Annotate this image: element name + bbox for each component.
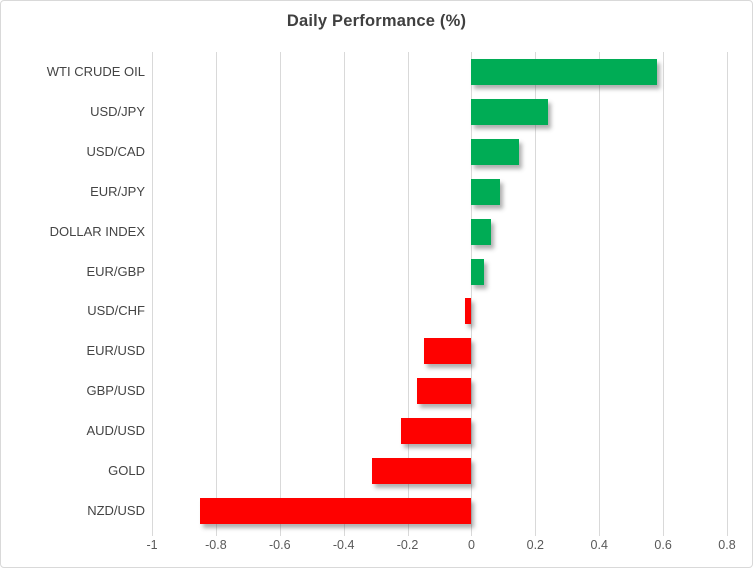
- category-label-usd-chf: USD/CHF: [87, 303, 145, 319]
- gridline: [152, 52, 153, 531]
- x-tick-label: 0.6: [654, 538, 672, 552]
- bar-eur-jpy: [471, 178, 501, 205]
- axis-tick: [599, 531, 601, 536]
- bar-nzd-usd: [199, 498, 472, 525]
- bar-dollar-index: [471, 218, 491, 245]
- axis-tick: [152, 531, 153, 536]
- bar-gold: [372, 458, 472, 485]
- category-label-eur-gbp: EUR/GBP: [86, 263, 145, 279]
- axis-tick: [343, 531, 345, 536]
- axis-tick: [407, 531, 409, 536]
- category-label-nzd-usd: NZD/USD: [87, 503, 145, 519]
- x-tick-label: 0.8: [718, 538, 736, 552]
- gridline: [279, 52, 281, 531]
- bar-usd-cad: [471, 138, 520, 165]
- bar-aud-usd: [401, 418, 472, 445]
- bar-gbp-usd: [417, 378, 472, 405]
- category-label-usd-jpy: USD/JPY: [90, 103, 145, 119]
- chart-title: Daily Performance (%): [286, 12, 467, 30]
- axis-tick: [535, 531, 537, 536]
- x-tick-label: -1: [146, 538, 158, 552]
- axis-tick: [471, 531, 473, 536]
- category-label-wti-crude-oil: WTI CRUDE OIL: [46, 63, 145, 79]
- bar-usd-chf: [465, 298, 472, 325]
- x-tick-label: -0.6: [268, 538, 291, 552]
- x-tick-label: 0: [467, 538, 475, 552]
- bar-eur-gbp: [471, 258, 485, 285]
- x-tick-label: 0.2: [526, 538, 545, 552]
- x-tick-label: -0.4: [332, 538, 355, 552]
- x-tick-label: 0.4: [590, 538, 608, 552]
- category-label-aud-usd: AUD/USD: [86, 423, 145, 439]
- category-label-gold: GOLD: [108, 463, 145, 479]
- category-label-eur-jpy: EUR/JPY: [90, 183, 145, 199]
- gridline: [727, 52, 728, 531]
- gridline: [471, 52, 473, 531]
- axis-tick: [279, 531, 281, 536]
- gridline: [215, 52, 217, 531]
- gridline: [343, 52, 345, 531]
- category-label-eur-usd: EUR/USD: [86, 343, 145, 359]
- bar-usd-jpy: [471, 98, 549, 125]
- category-label-usd-cad: USD/CAD: [86, 143, 145, 159]
- gridline: [407, 52, 409, 531]
- gridline: [599, 52, 601, 531]
- x-tick-label: -0.2: [396, 538, 419, 552]
- category-label-gbp-usd: GBP/USD: [86, 383, 145, 399]
- bar-wti-crude-oil: [471, 58, 657, 85]
- gridline: [663, 52, 665, 531]
- bar-eur-usd: [423, 338, 472, 365]
- x-tick-label: -0.8: [205, 538, 227, 552]
- axis-tick: [215, 531, 217, 536]
- category-label-dollar-index: DOLLAR INDEX: [49, 223, 145, 239]
- axis-tick: [727, 531, 728, 536]
- axis-tick: [663, 531, 665, 536]
- gridline: [535, 52, 537, 531]
